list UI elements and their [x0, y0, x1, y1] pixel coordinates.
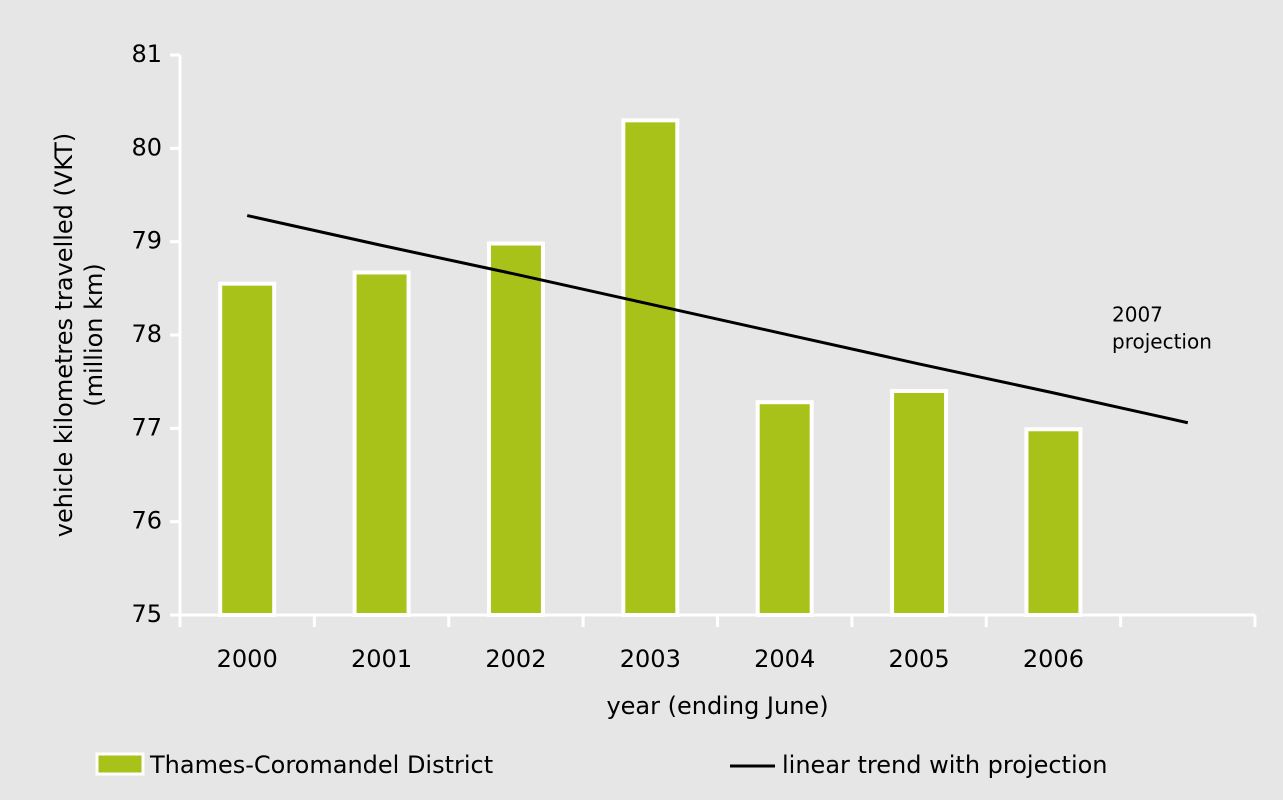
x-axis-label: year (ending June): [606, 692, 828, 720]
annotation: 2007: [1112, 303, 1163, 327]
x-tick-label: 2002: [485, 645, 546, 673]
x-tick-label: 2006: [1023, 645, 1084, 673]
bar: [755, 400, 814, 618]
legend-label: linear trend with projection: [782, 751, 1108, 779]
legend-label: Thames-Coromandel District: [149, 751, 493, 779]
y-tick-label: 75: [131, 600, 162, 628]
bar: [1024, 427, 1083, 617]
annotation: projection: [1112, 330, 1212, 354]
x-tick-label: 2000: [217, 645, 278, 673]
bar: [890, 389, 949, 617]
y-tick-label: 80: [131, 133, 162, 161]
x-tick-label: 2004: [754, 645, 815, 673]
y-tick-label: 79: [131, 227, 162, 255]
legend-swatch: [95, 752, 145, 776]
trend-line: [246, 214, 1189, 425]
bar: [218, 281, 277, 617]
x-tick-label: 2005: [889, 645, 950, 673]
y-tick-label: 77: [131, 413, 162, 441]
x-tick-label: 2001: [351, 645, 412, 673]
y-tick-label: 78: [131, 320, 162, 348]
y-tick-label: 81: [131, 40, 162, 68]
bar: [621, 118, 680, 617]
y-axis-label: vehicle kilometres travelled (VKT): [50, 133, 78, 537]
bar: [352, 270, 411, 617]
bar: [486, 241, 545, 618]
x-tick-label: 2003: [620, 645, 681, 673]
y-axis-label: (million km): [80, 263, 108, 407]
y-tick-label: 76: [131, 507, 162, 535]
